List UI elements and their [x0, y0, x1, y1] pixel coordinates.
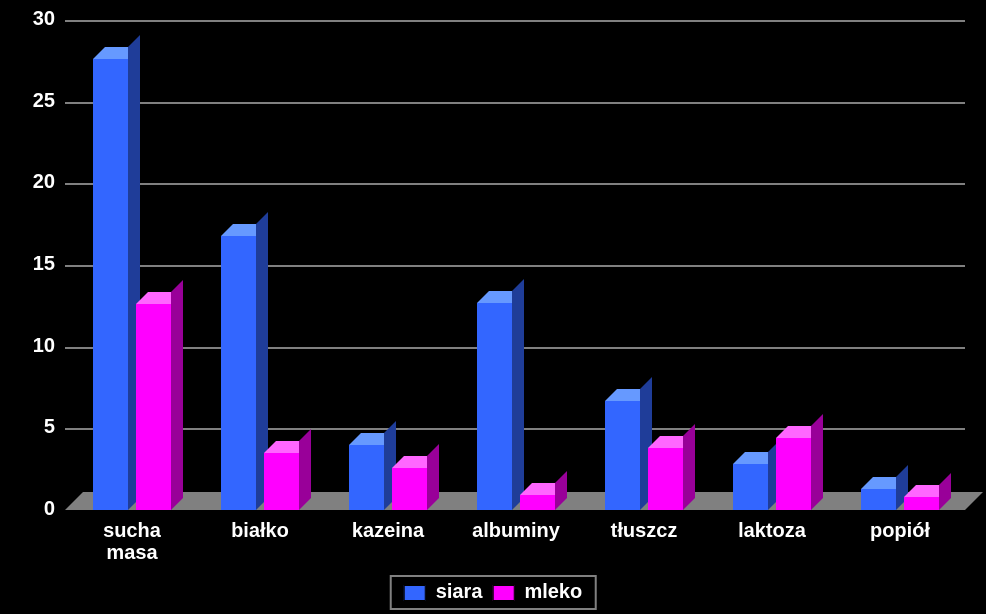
x-tick-label: laktoza	[712, 520, 832, 542]
legend-swatch-siara	[404, 585, 426, 601]
chart-container: 0 5 10 15 20 25 30 suchamasa białko kazeina album…	[0, 0, 986, 614]
bar-siara	[605, 401, 640, 510]
gridline	[65, 102, 965, 104]
bar-front	[392, 468, 427, 510]
gridline	[65, 265, 965, 267]
bar-front	[221, 236, 256, 510]
bar-mleko	[264, 453, 299, 510]
legend-label-siara: siara	[436, 581, 483, 604]
bar-mleko	[136, 304, 171, 510]
bar-front	[648, 448, 683, 510]
bar-mleko	[776, 438, 811, 510]
bar-front	[733, 464, 768, 510]
bar-side-face	[811, 414, 823, 510]
bar-front	[264, 453, 299, 510]
bar-siara	[349, 445, 384, 510]
bar-mleko	[904, 497, 939, 510]
bar-siara	[477, 303, 512, 510]
bar-mleko	[392, 468, 427, 510]
bar-front	[477, 303, 512, 510]
x-tick-label: suchamasa	[72, 520, 192, 564]
bar-mleko	[520, 495, 555, 510]
bar-siara	[93, 59, 128, 510]
bar-side-face	[683, 424, 695, 510]
y-tick-label: 0	[10, 498, 55, 521]
y-tick-label: 5	[10, 416, 55, 439]
x-tick-label: kazeina	[328, 520, 448, 542]
bar-mleko	[648, 448, 683, 510]
legend-label-mleko: mleko	[524, 581, 582, 604]
y-tick-label: 10	[10, 335, 55, 358]
y-tick-label: 15	[10, 253, 55, 276]
bar-siara	[733, 464, 768, 510]
bar-front	[904, 497, 939, 510]
bar-front	[861, 489, 896, 510]
y-tick-label: 25	[10, 90, 55, 113]
x-tick-label: tłuszcz	[584, 520, 704, 542]
bar-side-face	[299, 429, 311, 510]
bar-front	[93, 59, 128, 510]
x-tick-label: popiół	[840, 520, 960, 542]
legend: siara mleko	[390, 575, 597, 610]
bar-side-face	[171, 280, 183, 510]
bar-front	[605, 401, 640, 510]
bar-front	[776, 438, 811, 510]
legend-swatch-mleko	[492, 585, 514, 601]
y-tick-label: 30	[10, 8, 55, 31]
plot-area	[65, 20, 965, 510]
bar-side-face	[512, 279, 524, 510]
y-tick-label: 20	[10, 171, 55, 194]
bar-front	[520, 495, 555, 510]
bar-siara	[861, 489, 896, 510]
bar-front	[136, 304, 171, 510]
x-tick-label: białko	[200, 520, 320, 542]
gridline	[65, 183, 965, 185]
x-tick-label: albuminy	[456, 520, 576, 542]
bar-front	[349, 445, 384, 510]
bar-siara	[221, 236, 256, 510]
bar-side-face	[427, 444, 439, 510]
gridline	[65, 20, 965, 22]
